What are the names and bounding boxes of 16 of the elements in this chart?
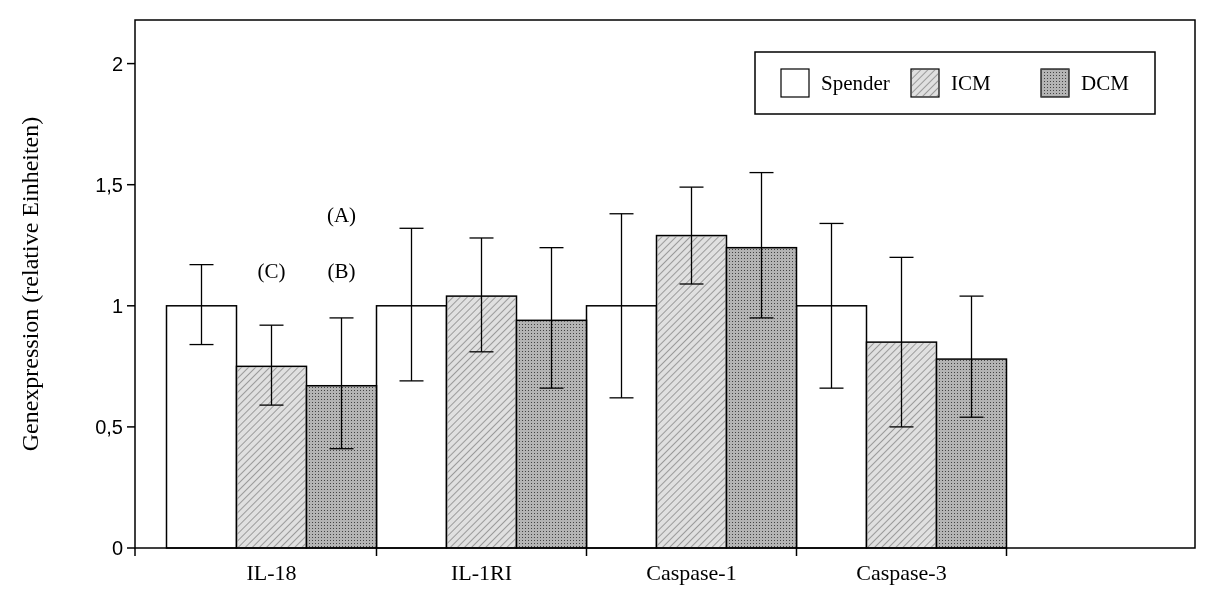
- x-tick-label: IL-1RI: [450, 560, 513, 585]
- y-tick-label: 1,5: [95, 173, 123, 196]
- x-tick-label: Caspase-1: [646, 560, 737, 585]
- legend-label: Spender: [821, 71, 890, 96]
- x-tick-label: IL-18: [246, 560, 297, 585]
- x-tick-label: Caspase-3: [856, 560, 947, 585]
- y-tick-label: 0,5: [95, 415, 123, 438]
- legend-label: ICM: [951, 71, 991, 96]
- annotation: (C): [257, 259, 286, 283]
- annotation: (B): [327, 259, 356, 283]
- y-axis-title: Genexpression (relative Einheiten): [17, 116, 43, 452]
- annotation: (A): [326, 203, 357, 227]
- y-tick-label: 1: [111, 294, 123, 317]
- legend-label: DCM: [1081, 71, 1130, 96]
- y-tick-label: 0: [111, 537, 123, 559]
- y-tick-label: 2: [111, 52, 123, 75]
